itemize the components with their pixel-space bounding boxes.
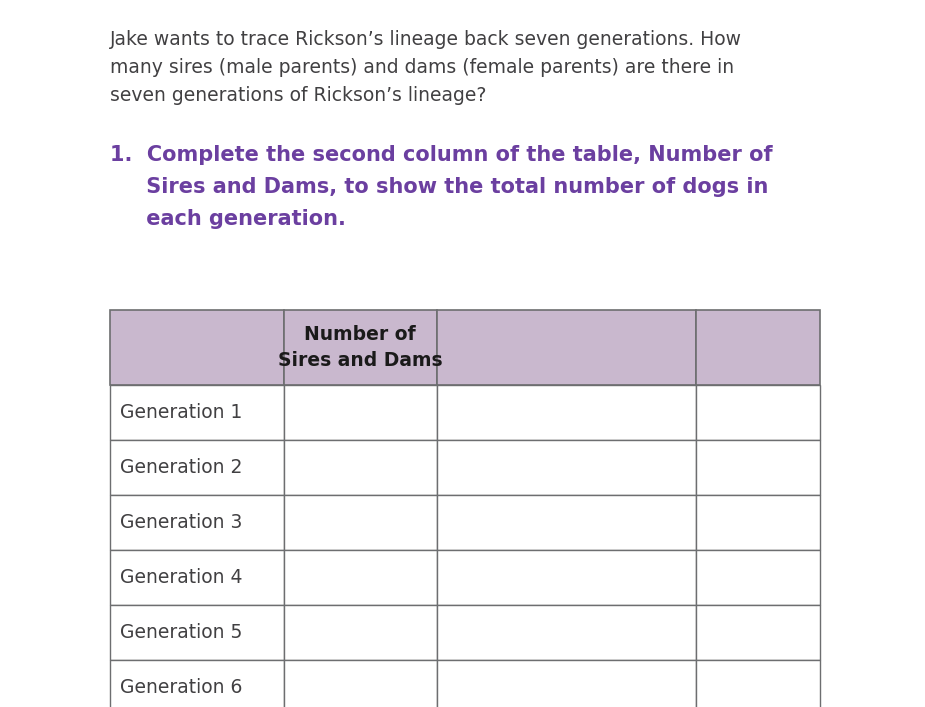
- Bar: [284, 550, 437, 605]
- Text: Number of
Sires and Dams: Number of Sires and Dams: [278, 325, 442, 370]
- Text: Generation 6: Generation 6: [120, 678, 242, 697]
- Text: many sires (male parents) and dams (female parents) are there in: many sires (male parents) and dams (fema…: [110, 58, 734, 77]
- Text: Jake wants to trace Rickson’s lineage back seven generations. How: Jake wants to trace Rickson’s lineage ba…: [110, 30, 742, 49]
- Text: Generation 3: Generation 3: [120, 513, 242, 532]
- Bar: [284, 605, 437, 660]
- Bar: [437, 495, 696, 550]
- Bar: [696, 440, 820, 495]
- Bar: [696, 660, 820, 707]
- Bar: [284, 385, 437, 440]
- Bar: [696, 495, 820, 550]
- Bar: [110, 495, 284, 550]
- Bar: [696, 550, 820, 605]
- Text: 1.  Complete the second column of the table, Number of: 1. Complete the second column of the tab…: [110, 145, 772, 165]
- Text: Generation 1: Generation 1: [120, 403, 242, 422]
- Text: Sires and Dams, to show the total number of dogs in: Sires and Dams, to show the total number…: [110, 177, 769, 197]
- Bar: [110, 310, 284, 385]
- Bar: [284, 310, 437, 385]
- Bar: [437, 605, 696, 660]
- Bar: [110, 605, 284, 660]
- Bar: [284, 440, 437, 495]
- Text: Generation 5: Generation 5: [120, 623, 242, 642]
- Bar: [437, 310, 696, 385]
- Text: seven generations of Rickson’s lineage?: seven generations of Rickson’s lineage?: [110, 86, 487, 105]
- Bar: [437, 440, 696, 495]
- Text: Generation 2: Generation 2: [120, 458, 242, 477]
- Bar: [437, 550, 696, 605]
- Bar: [110, 550, 284, 605]
- Bar: [284, 495, 437, 550]
- Bar: [110, 660, 284, 707]
- Bar: [110, 440, 284, 495]
- Bar: [696, 605, 820, 660]
- Bar: [437, 385, 696, 440]
- Bar: [696, 385, 820, 440]
- Bar: [696, 310, 820, 385]
- Bar: [284, 660, 437, 707]
- Text: each generation.: each generation.: [110, 209, 346, 229]
- Text: Generation 4: Generation 4: [120, 568, 242, 587]
- Bar: [110, 385, 284, 440]
- Bar: [437, 660, 696, 707]
